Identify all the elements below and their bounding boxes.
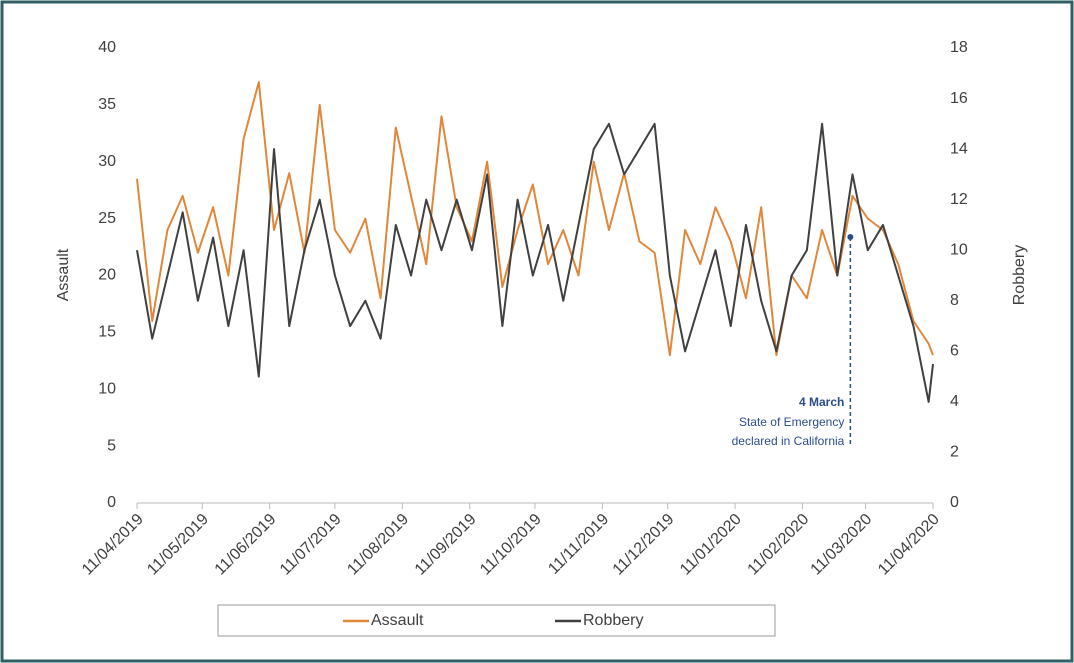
x-tick-label: 11/09/2019 [412,511,480,579]
y2-tick-label: 12 [950,191,968,208]
y2-tick-label: 18 [950,39,968,56]
y-tick-label: 25 [98,210,116,227]
y-axis-title: Assault [55,248,72,301]
x-tick-label: 11/04/2019 [79,511,147,579]
x-tick-label: 11/03/2020 [808,511,876,579]
y2-tick-label: 4 [950,393,959,410]
y2-tick-label: 0 [950,494,959,511]
x-tick-label: 11/12/2019 [610,511,678,579]
legend-box [217,604,776,637]
y2-tick-label: 16 [950,90,968,107]
legend-label: Robbery [583,612,643,629]
annotation-text: declared in California [732,434,845,448]
y-tick-label: 40 [98,39,116,56]
y-tick-label: 10 [98,380,116,397]
y2-axis-title: Robbery [1011,245,1028,305]
series-line [136,122,934,403]
x-tick-label: 11/04/2020 [875,511,943,579]
x-tick-label: 11/01/2020 [677,511,745,579]
series-line [136,81,934,357]
y-tick-label: 35 [98,96,116,113]
annotation-dot [847,234,854,240]
x-tick-label: 11/05/2019 [144,511,212,579]
y2-tick-label: 2 [950,444,959,461]
y-tick-label: 0 [107,494,116,511]
annotation-text: State of Emergency [739,415,844,429]
y-tick-label: 15 [98,324,116,341]
x-tick-label: 11/02/2020 [745,511,813,579]
y2-tick-label: 8 [950,292,959,309]
x-tick-label: 11/06/2019 [212,511,280,579]
x-tick-label: 11/07/2019 [277,511,345,579]
y2-tick-label: 6 [950,343,959,360]
y-tick-label: 5 [107,437,116,454]
y-tick-label: 30 [98,153,116,170]
y2-tick-label: 10 [950,241,968,258]
x-tick-label: 11/11/2019 [545,511,612,578]
x-tick-label: 11/08/2019 [344,511,412,579]
x-tick-label: 11/10/2019 [477,511,545,579]
y-tick-label: 20 [98,267,116,284]
legend-label: Assault [371,612,424,629]
y2-tick-label: 14 [950,140,968,157]
annotation-label: 4 March [799,395,844,409]
